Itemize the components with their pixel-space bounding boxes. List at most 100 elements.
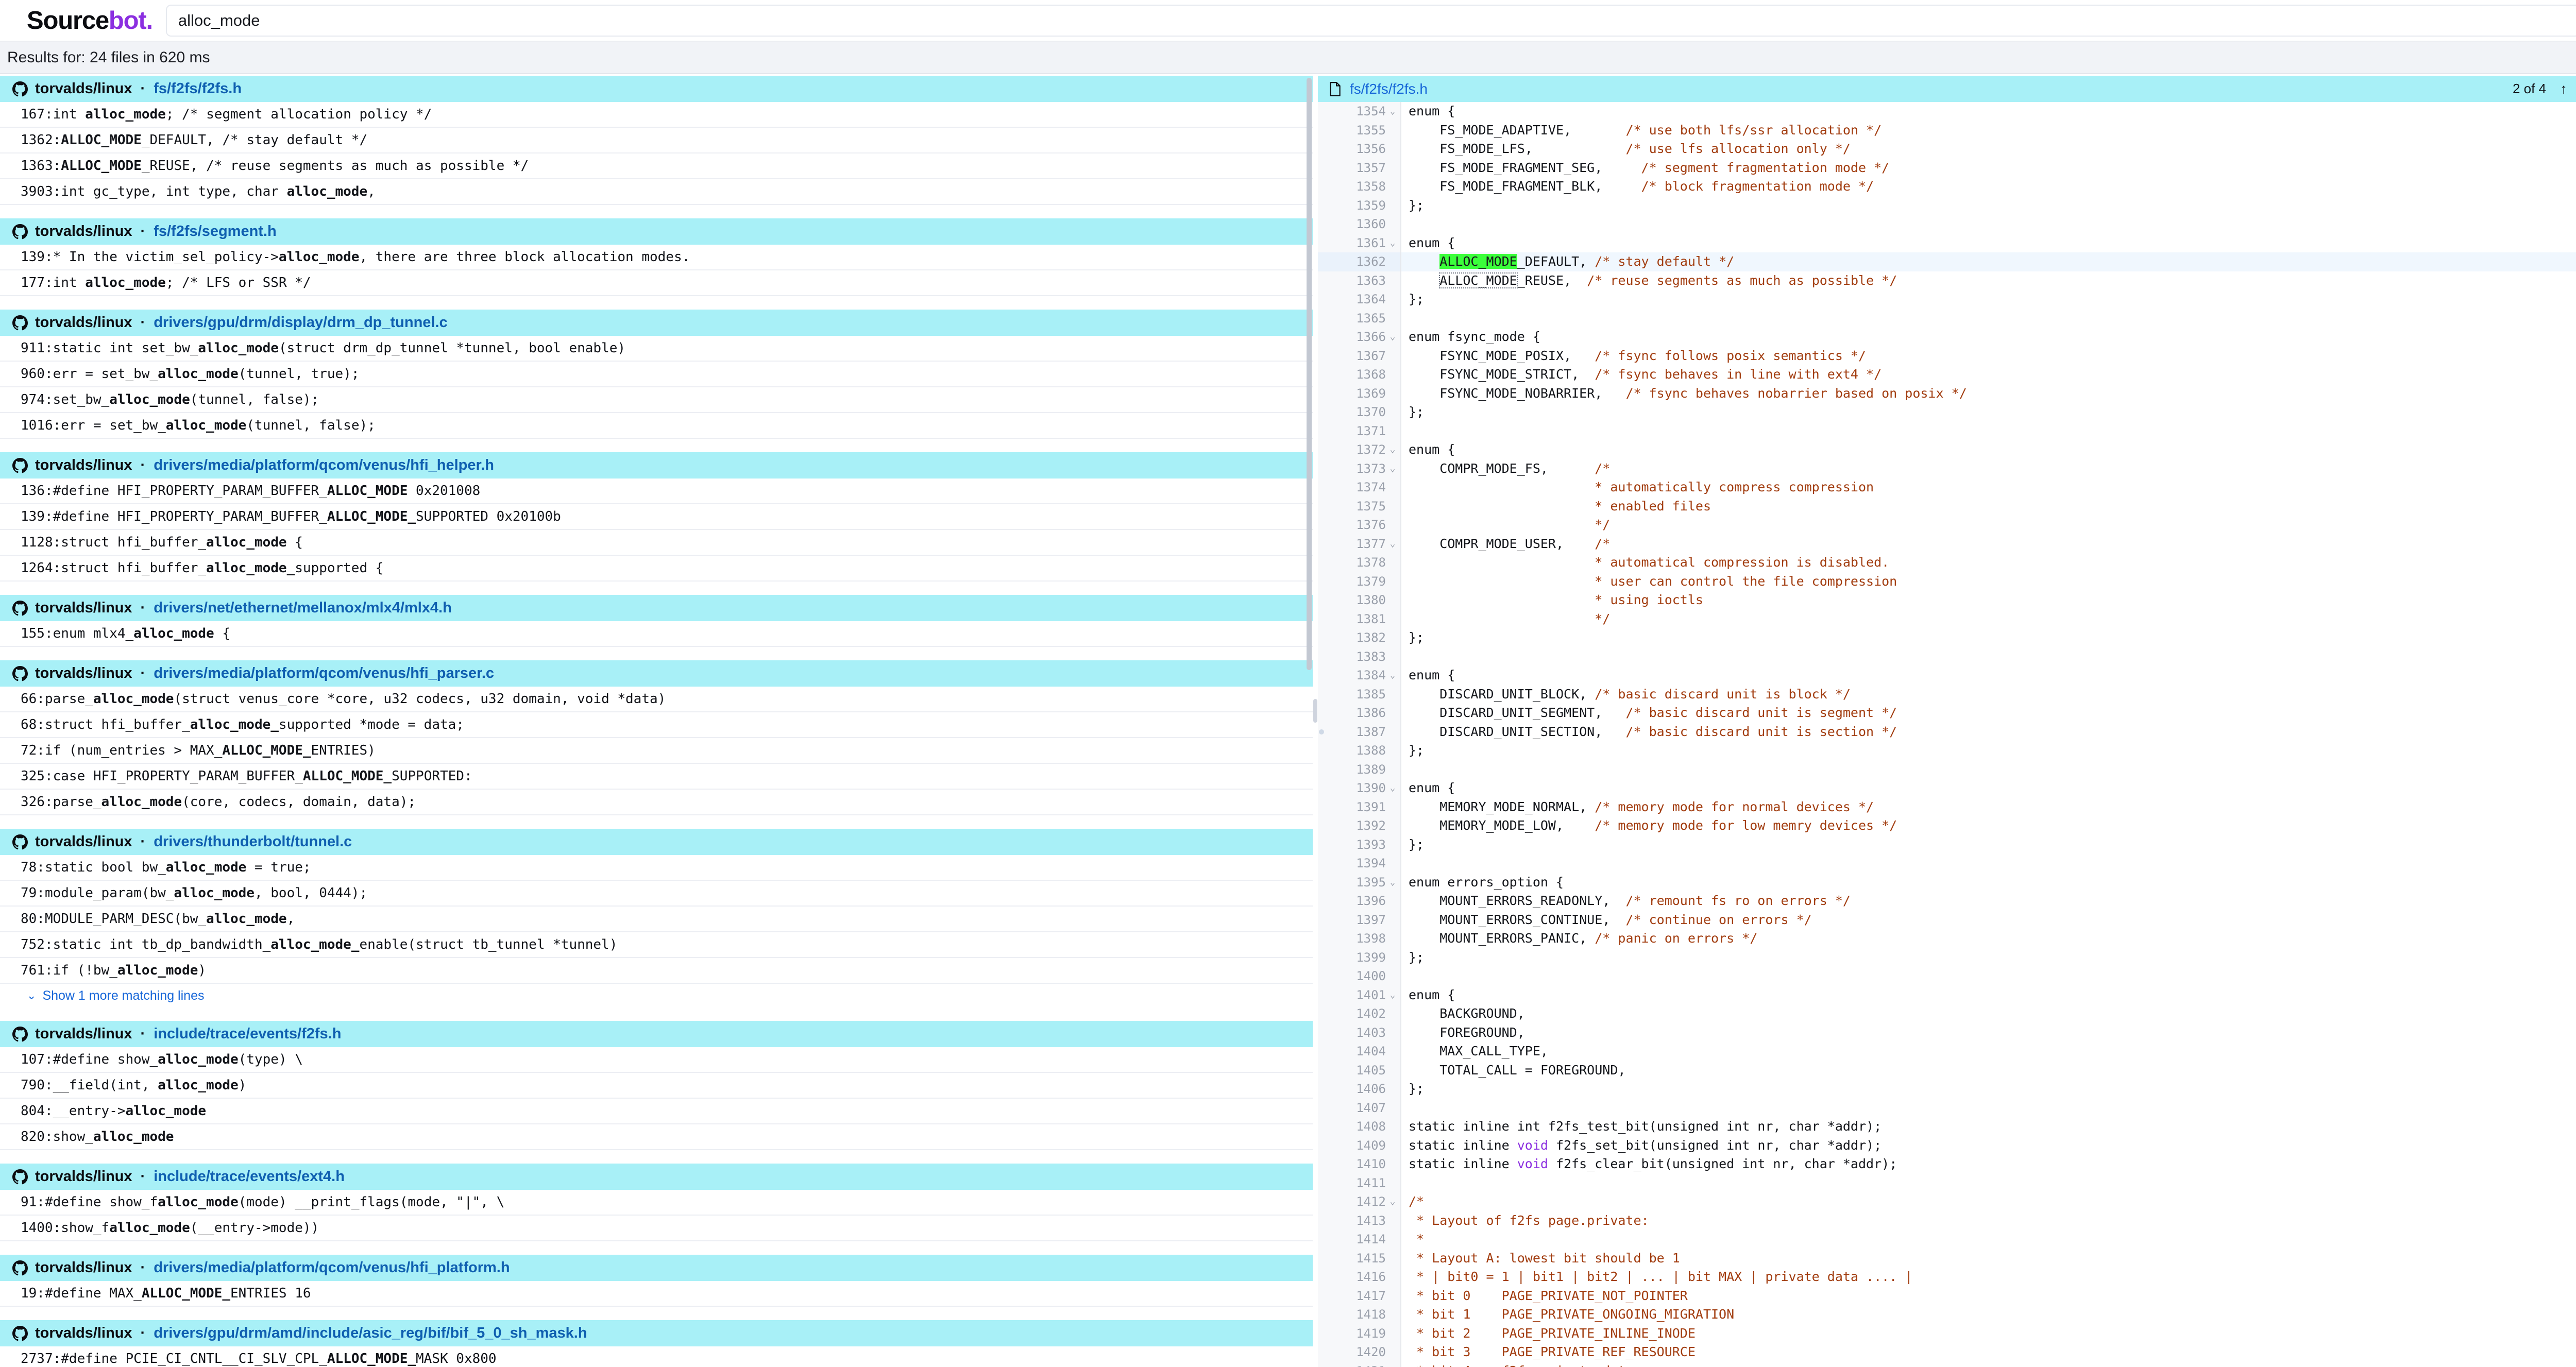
code-line[interactable]: 1383⌄ [1318,647,2576,666]
file-path[interactable]: drivers/media/platform/qcom/venus/hfi_pl… [154,1259,510,1276]
fold-toggle-icon[interactable]: ⌄ [1389,237,1396,248]
code-line[interactable]: 1368⌄ FSYNC_MODE_STRICT, /* fsync behave… [1318,365,2576,384]
code-line[interactable]: 1398⌄ MOUNT_ERRORS_PANIC, /* panic on er… [1318,929,2576,948]
code-line[interactable]: 1364⌄}; [1318,290,2576,309]
code-line[interactable]: 1367⌄ FSYNC_MODE_POSIX, /* fsync follows… [1318,346,2576,365]
file-path[interactable]: fs/f2fs/segment.h [154,223,277,240]
code-line[interactable]: 1379⌄ * user can control the file compre… [1318,572,2576,591]
code-line[interactable]: 1415⌄ * Layout A: lowest bit should be 1 [1318,1249,2576,1268]
code-line[interactable]: 1360⌄ [1318,215,2576,234]
match-line[interactable]: 1264: struct hfi_buffer_alloc_mode_suppo… [0,556,1313,582]
file-result-header[interactable]: torvalds/linux · drivers/media/platform/qc… [0,452,1313,479]
match-line[interactable]: 72: if (num_entries > MAX_ALLOC_MODE_ENT… [0,738,1313,764]
match-line[interactable]: 80: MODULE_PARM_DESC(bw_alloc_mode, [0,907,1313,932]
match-line[interactable]: 79: module_param(bw_alloc_mode, bool, 04… [0,881,1313,907]
code-line[interactable]: 1371⌄ [1318,421,2576,440]
match-line[interactable]: 1016: err = set_bw_alloc_mode(tunnel, fa… [0,413,1313,439]
match-line[interactable]: 804: __entry->alloc_mode [0,1099,1313,1124]
code-line[interactable]: 1387⌄ DISCARD_UNIT_SECTION, /* basic dis… [1318,722,2576,741]
code-line[interactable]: 1386⌄ DISCARD_UNIT_SEGMENT, /* basic dis… [1318,704,2576,723]
code-line[interactable]: 1357⌄ FS_MODE_FRAGMENT_SEG, /* segment f… [1318,158,2576,177]
code-line[interactable]: 1419⌄ * bit 2 PAGE_PRIVATE_INLINE_INODE [1318,1324,2576,1343]
code-line[interactable]: 1378⌄ * automatical compression is disab… [1318,553,2576,572]
code-line[interactable]: 1359⌄}; [1318,196,2576,215]
file-path[interactable]: include/trace/events/ext4.h [154,1168,345,1185]
file-result-header[interactable]: torvalds/linux · drivers/gpu/drm/display/d… [0,310,1313,336]
file-path[interactable]: drivers/media/platform/qcom/venus/hfi_pa… [154,665,495,681]
search-results-panel[interactable]: torvalds/linux · fs/f2fs/f2fs.h 167: int al… [0,76,1313,1367]
fold-toggle-icon[interactable]: ⌄ [1389,106,1396,116]
code-line[interactable]: 1420⌄ * bit 3 PAGE_PRIVATE_REF_RESOURCE [1318,1343,2576,1362]
match-line[interactable]: 167: int alloc_mode; /* segment allocati… [0,102,1313,128]
code-line[interactable]: 1384 ⌄ enum { [1318,666,2576,685]
fold-toggle-icon[interactable]: ⌄ [1389,538,1396,549]
code-line[interactable]: 1380⌄ * using ioctls [1318,591,2576,610]
code-line[interactable]: 1366 ⌄ enum fsync_mode { [1318,328,2576,347]
code-line[interactable]: 1407⌄ [1318,1098,2576,1117]
code-line[interactable]: 1375⌄ * enabled files [1318,497,2576,516]
match-line[interactable]: 139: * In the victim_sel_policy->alloc_m… [0,245,1313,270]
fold-toggle-icon[interactable]: ⌄ [1389,989,1396,1000]
file-path[interactable]: drivers/gpu/drm/amd/include/asic_reg/bif… [154,1325,587,1341]
match-line[interactable]: 326: parse_alloc_mode(core, codecs, doma… [0,790,1313,815]
code-line[interactable]: 1373 ⌄ COMPR_MODE_FS, /* [1318,459,2576,478]
code-line[interactable]: 1396⌄ MOUNT_ERRORS_READONLY, /* remount … [1318,892,2576,911]
code-line[interactable]: 1381⌄ */ [1318,609,2576,628]
file-result-header[interactable]: torvalds/linux · drivers/net/ethernet/mell… [0,595,1313,621]
code-line[interactable]: 1399⌄}; [1318,948,2576,967]
match-line[interactable]: 974: set_bw_alloc_mode(tunnel, false); [0,387,1313,413]
file-path[interactable]: include/trace/events/f2fs.h [154,1026,342,1042]
code-line[interactable]: 1356⌄ FS_MODE_LFS, /* use lfs allocation… [1318,140,2576,159]
code-line[interactable]: 1403⌄ FOREGROUND, [1318,1023,2576,1042]
file-result-header[interactable]: torvalds/linux · drivers/gpu/drm/amd/inclu… [0,1320,1313,1346]
code-line[interactable]: 1414⌄ * [1318,1230,2576,1249]
match-line[interactable]: 1362: ALLOC_MODE_DEFAULT, /* stay defaul… [0,128,1313,153]
prev-match-button[interactable]: ↑ [2560,80,2567,97]
code-line[interactable]: 1369⌄ FSYNC_MODE_NOBARRIER, /* fsync beh… [1318,384,2576,403]
file-result-header[interactable]: torvalds/linux · fs/f2fs/segment.h [0,218,1313,245]
match-line[interactable]: 107: #define show_alloc_mode(type) \ [0,1047,1313,1073]
match-line[interactable]: 2737: #define PCIE_CI_CNTL__CI_SLV_CPL_A… [0,1346,1313,1367]
code-line[interactable]: 1365⌄ [1318,309,2576,328]
match-line[interactable]: 91: #define show_falloc_mode(mode) __pri… [0,1190,1313,1216]
code-line[interactable]: 1370⌄}; [1318,403,2576,422]
match-line[interactable]: 1400: show_falloc_mode(__entry->mode)) [0,1216,1313,1241]
code-line[interactable]: 1361 ⌄ enum { [1318,233,2576,252]
code-line[interactable]: 1392⌄ MEMORY_MODE_LOW, /* memory mode fo… [1318,816,2576,835]
match-line[interactable]: 790: __field(int, alloc_mode) [0,1073,1313,1099]
pane-divider[interactable] [1313,76,1318,1367]
file-path[interactable]: drivers/net/ethernet/mellanox/mlx4/mlx4.… [154,600,452,616]
code-line[interactable]: 1411⌄ [1318,1173,2576,1192]
show-more-lines-button[interactable]: ⌄ Show 1 more matching lines [0,984,1313,1007]
code-line[interactable]: 1400⌄ [1318,967,2576,986]
code-line[interactable]: 1410⌄ static inline void f2fs_clear_bit(u… [1318,1155,2576,1174]
fold-toggle-icon[interactable]: ⌄ [1389,782,1396,793]
file-path[interactable]: drivers/media/platform/qcom/venus/hfi_he… [154,457,494,473]
pane-divider-grip[interactable] [1313,699,1317,723]
results-scrollbar[interactable] [1306,76,1313,1367]
fold-toggle-icon[interactable]: ⌄ [1389,670,1396,680]
fold-toggle-icon[interactable]: ⌄ [1389,876,1396,887]
match-line[interactable]: 820: show_alloc_mode [0,1124,1313,1150]
code-line[interactable]: 1374⌄ * automatically compress compressi… [1318,478,2576,497]
code-line[interactable]: 1421⌄ * bit 4- f2fs private data [1318,1361,2576,1367]
fold-toggle-icon[interactable]: ⌄ [1389,444,1396,455]
code-line[interactable]: 1394⌄ [1318,854,2576,873]
code-line[interactable]: 1388⌄}; [1318,741,2576,760]
code-line[interactable]: 1358⌄ FS_MODE_FRAGMENT_BLK, /* block fra… [1318,177,2576,196]
match-line[interactable]: 68: struct hfi_buffer_alloc_mode_support… [0,712,1313,738]
code-line[interactable]: 1389⌄ [1318,760,2576,779]
match-line[interactable]: 960: err = set_bw_alloc_mode(tunnel, tru… [0,362,1313,387]
code-line[interactable]: 1355⌄ FS_MODE_ADAPTIVE, /* use both lfs/… [1318,121,2576,140]
code-line[interactable]: 1362⌄ ALLOC_MODE_DEFAULT, /* stay defaul… [1318,252,2576,271]
code-line[interactable]: 1412 ⌄ /* [1318,1192,2576,1211]
match-line[interactable]: 325: case HFI_PROPERTY_PARAM_BUFFER_ALLO… [0,764,1313,790]
code-line[interactable]: 1417⌄ * bit 0 PAGE_PRIVATE_NOT_POINTER [1318,1286,2576,1305]
code-line[interactable]: 1413⌄ * Layout of f2fs page.private: [1318,1211,2576,1230]
match-line[interactable]: 911: static int set_bw_alloc_mode(struct… [0,336,1313,362]
code-line[interactable]: 1416⌄ * | bit0 = 1 | bit1 | bit2 | ... |… [1318,1268,2576,1287]
match-line[interactable]: 66: parse_alloc_mode(struct venus_core *… [0,687,1313,712]
file-preview-title[interactable]: fs/f2fs/f2fs.h [1350,80,1428,97]
code-line[interactable]: 1401 ⌄ enum { [1318,985,2576,1004]
fold-toggle-icon[interactable]: ⌄ [1389,1196,1396,1207]
